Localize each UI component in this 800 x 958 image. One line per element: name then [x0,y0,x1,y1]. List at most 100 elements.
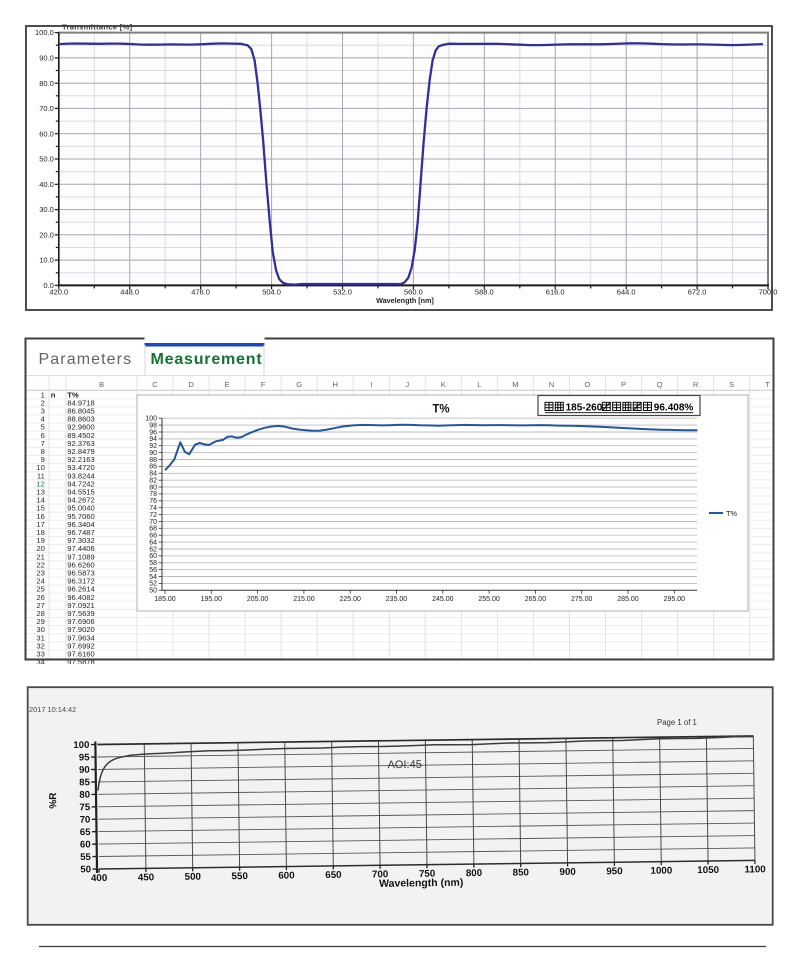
svg-text:H: H [332,380,337,389]
svg-text:96.4082: 96.4082 [67,593,94,602]
svg-text:C: C [152,380,158,389]
svg-text:88: 88 [149,457,157,464]
svg-text:295.00: 295.00 [664,596,686,603]
svg-text:1: 1 [41,390,45,399]
svg-text:700: 700 [372,869,389,880]
svg-text:19: 19 [36,536,44,545]
svg-text:24: 24 [36,577,44,586]
svg-text:84.9718: 84.9718 [67,398,94,407]
svg-text:Wavelength [nm]: Wavelength [nm] [376,296,434,305]
svg-text:2017 10:14:42: 2017 10:14:42 [29,705,76,714]
svg-text:29: 29 [36,617,44,626]
svg-text:285.00: 285.00 [617,596,639,603]
svg-text:7: 7 [41,439,45,448]
svg-text:68: 68 [149,526,157,533]
svg-text:255.00: 255.00 [478,596,500,603]
svg-text:93.4720: 93.4720 [67,463,94,472]
svg-text:476.0: 476.0 [191,288,210,297]
svg-text:52: 52 [149,581,157,588]
svg-text:94.7242: 94.7242 [67,479,94,488]
svg-text:97.3032: 97.3032 [67,536,94,545]
svg-text:15: 15 [36,504,44,513]
svg-text:11: 11 [37,471,45,480]
svg-text:92: 92 [149,443,157,450]
svg-text:16: 16 [36,512,44,521]
svg-text:4: 4 [41,415,45,424]
svg-text:E: E [225,380,230,389]
svg-text:97.9020: 97.9020 [67,625,94,634]
svg-text:97.6906: 97.6906 [67,617,94,626]
svg-text:100: 100 [145,416,157,423]
svg-text:195.00: 195.00 [201,596,223,603]
svg-text:23: 23 [36,569,44,578]
svg-text:600: 600 [278,870,295,881]
svg-text:70: 70 [80,815,91,826]
svg-text:560.0: 560.0 [404,288,423,297]
svg-text:50.0: 50.0 [39,155,54,164]
svg-text:90: 90 [79,765,90,776]
svg-text:504.0: 504.0 [262,288,281,297]
svg-text:80.0: 80.0 [39,79,54,88]
svg-text:850: 850 [513,867,530,878]
svg-text:55: 55 [80,852,91,863]
svg-text:98: 98 [149,422,157,429]
svg-text:245.00: 245.00 [432,596,454,603]
svg-text:1050: 1050 [697,865,719,876]
svg-text:B: B [99,380,104,389]
svg-text:34: 34 [36,658,44,667]
svg-text:G: G [296,380,302,389]
svg-text:588.0: 588.0 [475,288,494,297]
svg-text:420.0: 420.0 [49,288,68,297]
svg-text:D: D [188,380,194,389]
svg-text:12: 12 [36,479,44,488]
svg-text:9: 9 [41,455,45,464]
svg-text:215.00: 215.00 [293,596,315,603]
svg-text:89.4502: 89.4502 [67,431,94,440]
svg-text:2: 2 [41,398,45,407]
svg-text:616.0: 616.0 [546,288,565,297]
svg-text:97.6992: 97.6992 [67,641,94,650]
svg-text:64: 64 [149,539,157,546]
svg-text:O: O [585,380,591,389]
svg-text:70.0: 70.0 [39,104,54,113]
svg-text:97.0921: 97.0921 [67,601,94,610]
svg-text:96.6260: 96.6260 [67,560,94,569]
svg-text:30.0: 30.0 [39,205,54,214]
svg-text:550: 550 [231,871,248,882]
svg-text:90.0: 90.0 [39,54,54,63]
svg-text:950: 950 [606,866,623,877]
svg-text:644.0: 644.0 [617,288,636,297]
svg-text:96.7487: 96.7487 [67,528,94,537]
svg-text:62: 62 [149,546,157,553]
svg-text:33: 33 [36,650,44,659]
svg-text:82: 82 [149,478,157,485]
svg-text:21: 21 [36,552,44,561]
svg-text:25: 25 [36,585,44,594]
svg-text:22: 22 [36,560,44,569]
svg-text:14: 14 [36,496,44,505]
svg-text:27: 27 [36,601,44,610]
svg-text:Transmittance [%]: Transmittance [%] [62,23,133,32]
svg-text:20: 20 [36,544,44,553]
svg-text:T: T [765,380,770,389]
svg-text:96.3172: 96.3172 [67,577,94,586]
svg-text:265.00: 265.00 [525,596,547,603]
svg-text:185.00: 185.00 [154,596,176,603]
svg-text:400: 400 [91,873,108,884]
svg-text:56: 56 [149,567,157,574]
svg-text:92.3763: 92.3763 [67,439,94,448]
svg-text:J: J [405,380,409,389]
svg-text:72: 72 [149,512,157,519]
svg-text:S: S [729,380,734,389]
svg-text:R: R [693,380,699,389]
svg-text:97.9634: 97.9634 [67,633,94,642]
svg-text:94.5515: 94.5515 [67,488,94,497]
svg-text:448.0: 448.0 [120,288,139,297]
svg-text:185-260: 185-260 [566,403,603,414]
svg-text:76: 76 [149,498,157,505]
svg-text:90: 90 [149,450,157,457]
svg-text:30: 30 [36,625,44,634]
svg-text:94.2672: 94.2672 [67,496,94,505]
svg-text:95.7060: 95.7060 [67,512,94,521]
svg-text:M: M [512,380,518,389]
